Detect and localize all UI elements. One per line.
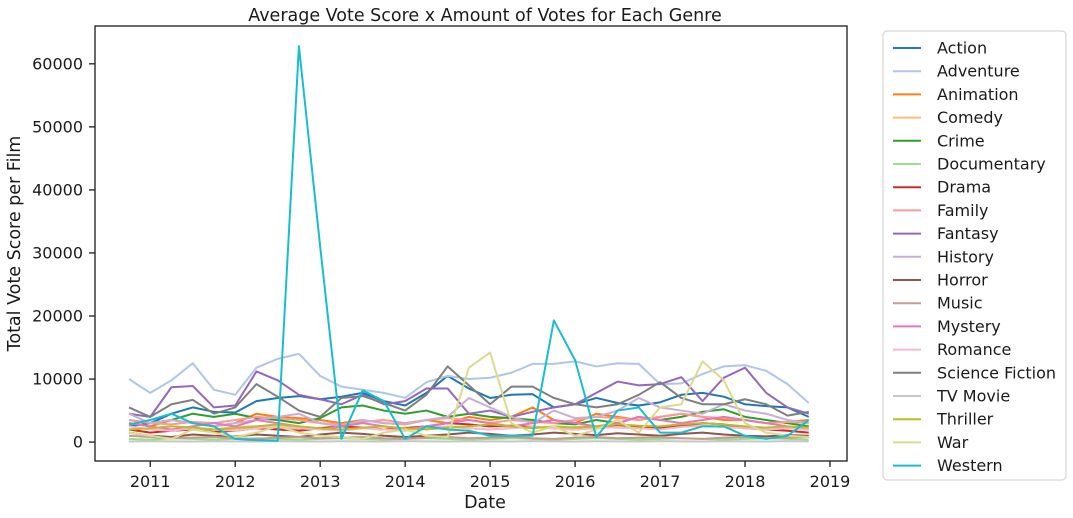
plot-frame bbox=[94, 25, 848, 462]
legend-item-horror: Horror bbox=[893, 271, 988, 290]
legend-label: Documentary bbox=[937, 155, 1046, 174]
y-tick-label: 60000 bbox=[32, 54, 83, 73]
y-tick-label: 20000 bbox=[32, 307, 83, 326]
legend-item-drama: Drama bbox=[893, 178, 991, 197]
y-tick-label: 0 bbox=[73, 433, 83, 452]
series-line-western bbox=[128, 45, 810, 442]
x-tick-label: 2016 bbox=[555, 472, 596, 491]
legend-item-comedy: Comedy bbox=[893, 108, 1003, 127]
x-tick-label: 2019 bbox=[810, 472, 851, 491]
legend-item-action: Action bbox=[893, 39, 987, 58]
legend-label: Drama bbox=[937, 178, 991, 197]
series-line-war bbox=[128, 351, 809, 440]
legend-item-war: War bbox=[893, 433, 969, 452]
legend-item-thriller: Thriller bbox=[893, 410, 994, 429]
legend-item-animation: Animation bbox=[893, 85, 1019, 104]
x-tick-label: 2012 bbox=[215, 472, 256, 491]
x-tick-label: 2017 bbox=[640, 472, 681, 491]
legend-label: Crime bbox=[937, 131, 985, 150]
series-lines bbox=[128, 45, 810, 443]
legend-label: Mystery bbox=[937, 317, 1001, 336]
series-line-mystery bbox=[128, 415, 809, 431]
legend-item-crime: Crime bbox=[893, 131, 985, 150]
legend-label: Thriller bbox=[936, 410, 994, 429]
legend-item-tv-movie: TV Movie bbox=[893, 387, 1010, 406]
y-axis: 0 10000 20000 30000 40000 50000 60000 bbox=[32, 54, 95, 452]
legend-label: Action bbox=[937, 39, 987, 58]
legend-label: Animation bbox=[937, 85, 1019, 104]
x-axis: 2011 2012 2013 2014 2015 2016 2017 2018 2019 bbox=[130, 461, 850, 491]
legend-item-music: Music bbox=[893, 294, 983, 313]
legend-label: Comedy bbox=[937, 108, 1003, 127]
y-tick-label: 50000 bbox=[32, 117, 83, 136]
legend-frame bbox=[882, 30, 1067, 481]
legend: Action Adventure Animation Comedy Crime Docum… bbox=[882, 30, 1067, 481]
legend-item-fantasy: Fantasy bbox=[893, 224, 999, 243]
series-line-fantasy bbox=[128, 366, 810, 418]
legend-item-documentary: Documentary bbox=[893, 155, 1046, 174]
legend-label: Family bbox=[937, 201, 988, 220]
x-axis-title: Date bbox=[464, 493, 506, 513]
x-tick-label: 2011 bbox=[130, 472, 171, 491]
legend-label: Science Fiction bbox=[937, 363, 1056, 382]
x-tick-label: 2014 bbox=[385, 472, 426, 491]
legend-item-mystery: Mystery bbox=[893, 317, 1001, 336]
legend-item-history: History bbox=[893, 247, 994, 266]
legend-item-adventure: Adventure bbox=[893, 62, 1020, 81]
legend-label: Fantasy bbox=[937, 224, 999, 243]
x-tick-label: 2013 bbox=[300, 472, 341, 491]
legend-label: TV Movie bbox=[936, 387, 1010, 406]
y-tick-label: 40000 bbox=[32, 180, 83, 199]
legend-item-western: Western bbox=[893, 456, 1003, 475]
y-axis-title: Total Vote Score per Film bbox=[5, 136, 25, 353]
legend-label: Adventure bbox=[937, 62, 1020, 81]
legend-label: Romance bbox=[937, 340, 1011, 359]
y-tick-label: 30000 bbox=[32, 243, 83, 262]
legend-label: War bbox=[937, 433, 969, 452]
series-line-science-fiction bbox=[128, 365, 809, 418]
legend-label: Music bbox=[937, 294, 983, 313]
y-tick-label: 10000 bbox=[32, 370, 83, 389]
x-tick-label: 2018 bbox=[725, 472, 766, 491]
legend-item-family: Family bbox=[893, 201, 988, 220]
series-line-history bbox=[128, 396, 809, 428]
legend-label: History bbox=[937, 247, 994, 266]
legend-item-science-fiction: Science Fiction bbox=[893, 363, 1056, 382]
series-line-thriller bbox=[128, 422, 809, 431]
legend-item-romance: Romance bbox=[893, 340, 1011, 359]
legend-label: Western bbox=[937, 456, 1003, 475]
chart-title: Average Vote Score x Amount of Votes for… bbox=[248, 6, 722, 26]
x-tick-label: 2015 bbox=[470, 472, 511, 491]
series-line-romance bbox=[128, 424, 809, 432]
legend-label: Horror bbox=[937, 271, 988, 290]
